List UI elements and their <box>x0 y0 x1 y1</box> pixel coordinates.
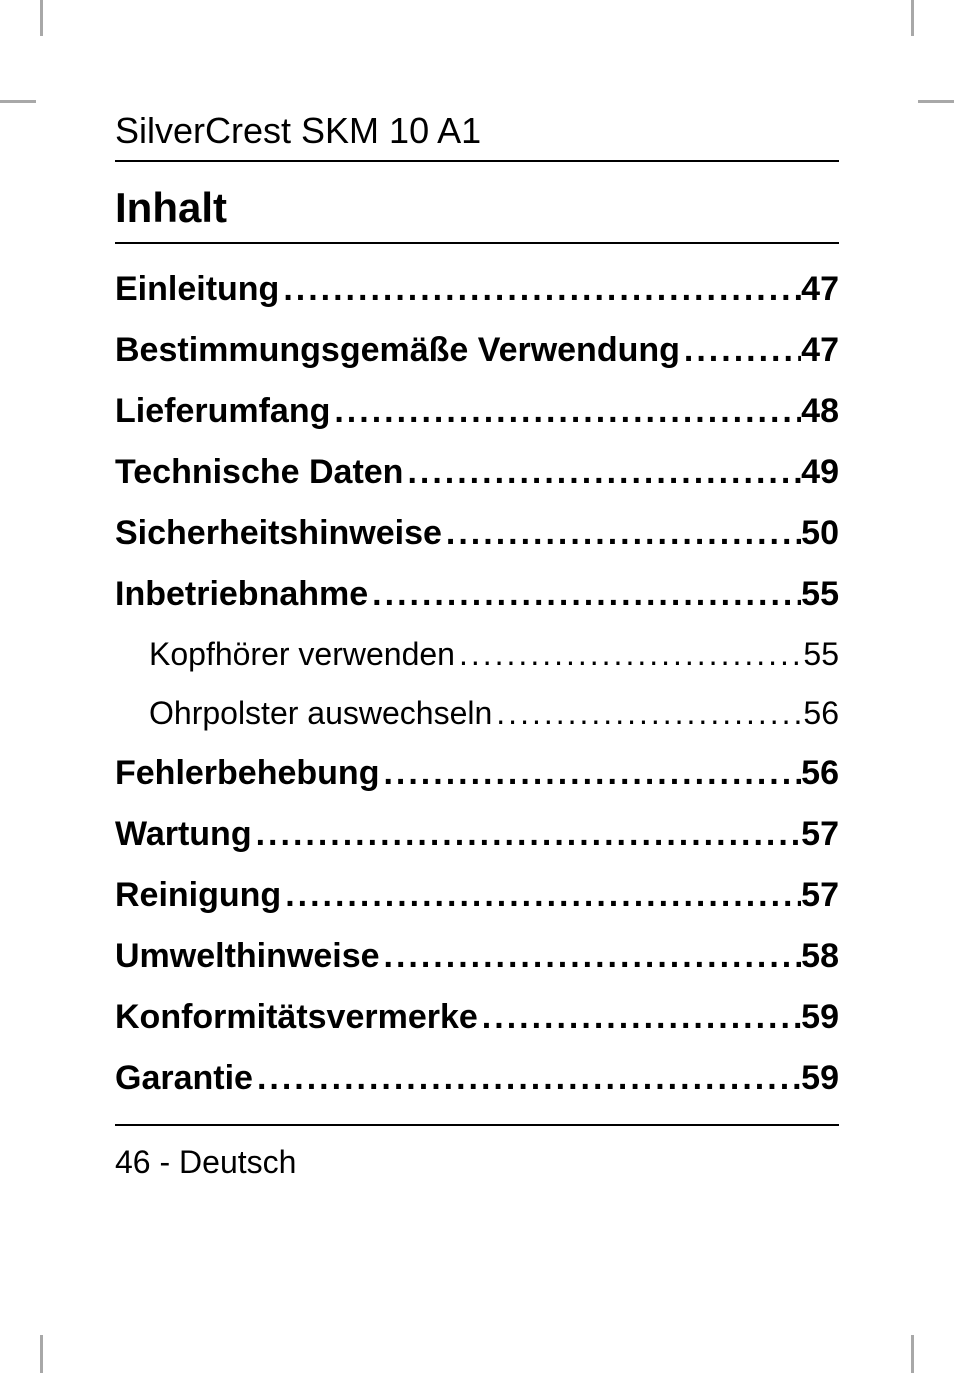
toc-label: Sicherheitshinweise <box>115 514 442 553</box>
toc-page-number: 58 <box>801 937 839 976</box>
toc-leader-dots: ........................................… <box>368 575 801 614</box>
crop-mark <box>40 0 43 36</box>
toc-leader-dots: ........................................… <box>330 392 801 431</box>
toc-leader-dots: ........................................… <box>279 270 801 309</box>
toc-row: Reinigung...............................… <box>115 876 839 915</box>
toc-page-number: 56 <box>803 695 839 732</box>
heading-rule <box>115 242 839 244</box>
page-footer: 46 - Deutsch <box>115 1144 839 1181</box>
toc-leader-dots: ........................................… <box>252 815 802 854</box>
toc-row: Inbetriebnahme..........................… <box>115 575 839 614</box>
toc-row: Sicherheitshinweise.....................… <box>115 514 839 553</box>
toc-label: Konformitätsvermerke <box>115 998 478 1037</box>
toc-row: Konformitätsvermerke....................… <box>115 998 839 1037</box>
manual-page: SilverCrest SKM 10 A1 Inhalt Einleitung.… <box>0 0 954 1371</box>
footer-rule <box>115 1124 839 1126</box>
toc-label: Wartung <box>115 815 252 854</box>
toc-page-number: 48 <box>801 392 839 431</box>
toc-row: Ohrpolster auswechseln..................… <box>115 695 839 732</box>
product-title: SilverCrest SKM 10 A1 <box>115 110 839 152</box>
crop-mark <box>40 1335 43 1373</box>
toc-label: Reinigung <box>115 876 281 915</box>
crop-mark <box>911 1335 914 1373</box>
toc-page-number: 47 <box>801 270 839 309</box>
toc-page-number: 57 <box>801 876 839 915</box>
toc-page-number: 57 <box>801 815 839 854</box>
toc-page-number: 50 <box>801 514 839 553</box>
crop-mark <box>911 0 914 36</box>
toc-row: Lieferumfang............................… <box>115 392 839 431</box>
toc-page-number: 55 <box>803 636 839 673</box>
toc-leader-dots: ........................................… <box>442 514 801 553</box>
toc-row: Bestimmungsgemäße Verwendung............… <box>115 331 839 370</box>
toc-label: Lieferumfang <box>115 392 330 431</box>
toc-leader-dots: ........................................… <box>380 937 802 976</box>
toc-row: Fehlerbehebung..........................… <box>115 754 839 793</box>
toc-page-number: 49 <box>801 453 839 492</box>
toc-page-number: 59 <box>801 1059 839 1098</box>
toc-leader-dots: ........................................… <box>478 998 801 1037</box>
toc-label: Inbetriebnahme <box>115 575 368 614</box>
toc-leader-dots: ........................................… <box>281 876 801 915</box>
toc-label: Ohrpolster auswechseln <box>149 695 492 732</box>
toc-row: Wartung.................................… <box>115 815 839 854</box>
toc-page-number: 55 <box>801 575 839 614</box>
toc-row: Einleitung..............................… <box>115 270 839 309</box>
toc-label: Umwelthinweise <box>115 937 380 976</box>
toc-label: Einleitung <box>115 270 279 309</box>
toc-leader-dots: ........................................… <box>492 695 803 732</box>
toc-page-number: 56 <box>801 754 839 793</box>
toc-row: Technische Daten........................… <box>115 453 839 492</box>
toc-page-number: 47 <box>801 331 839 370</box>
title-rule <box>115 160 839 162</box>
toc-row: Garantie................................… <box>115 1059 839 1098</box>
crop-mark <box>918 100 954 103</box>
toc-page-number: 59 <box>801 998 839 1037</box>
section-heading: Inhalt <box>115 184 839 232</box>
toc-label: Bestimmungsgemäße Verwendung <box>115 331 680 370</box>
crop-mark <box>0 100 36 103</box>
toc-label: Fehlerbehebung <box>115 754 379 793</box>
toc-row: Kopfhörer verwenden.....................… <box>115 636 839 673</box>
toc-label: Technische Daten <box>115 453 403 492</box>
toc-leader-dots: ........................................… <box>403 453 801 492</box>
toc-label: Garantie <box>115 1059 253 1098</box>
toc-label: Kopfhörer verwenden <box>149 636 455 673</box>
toc-leader-dots: ........................................… <box>253 1059 801 1098</box>
toc-leader-dots: ........................................… <box>680 331 801 370</box>
table-of-contents: Einleitung..............................… <box>115 270 839 1098</box>
toc-leader-dots: ........................................… <box>455 636 803 673</box>
toc-leader-dots: ........................................… <box>379 754 801 793</box>
toc-row: Umwelthinweise..........................… <box>115 937 839 976</box>
